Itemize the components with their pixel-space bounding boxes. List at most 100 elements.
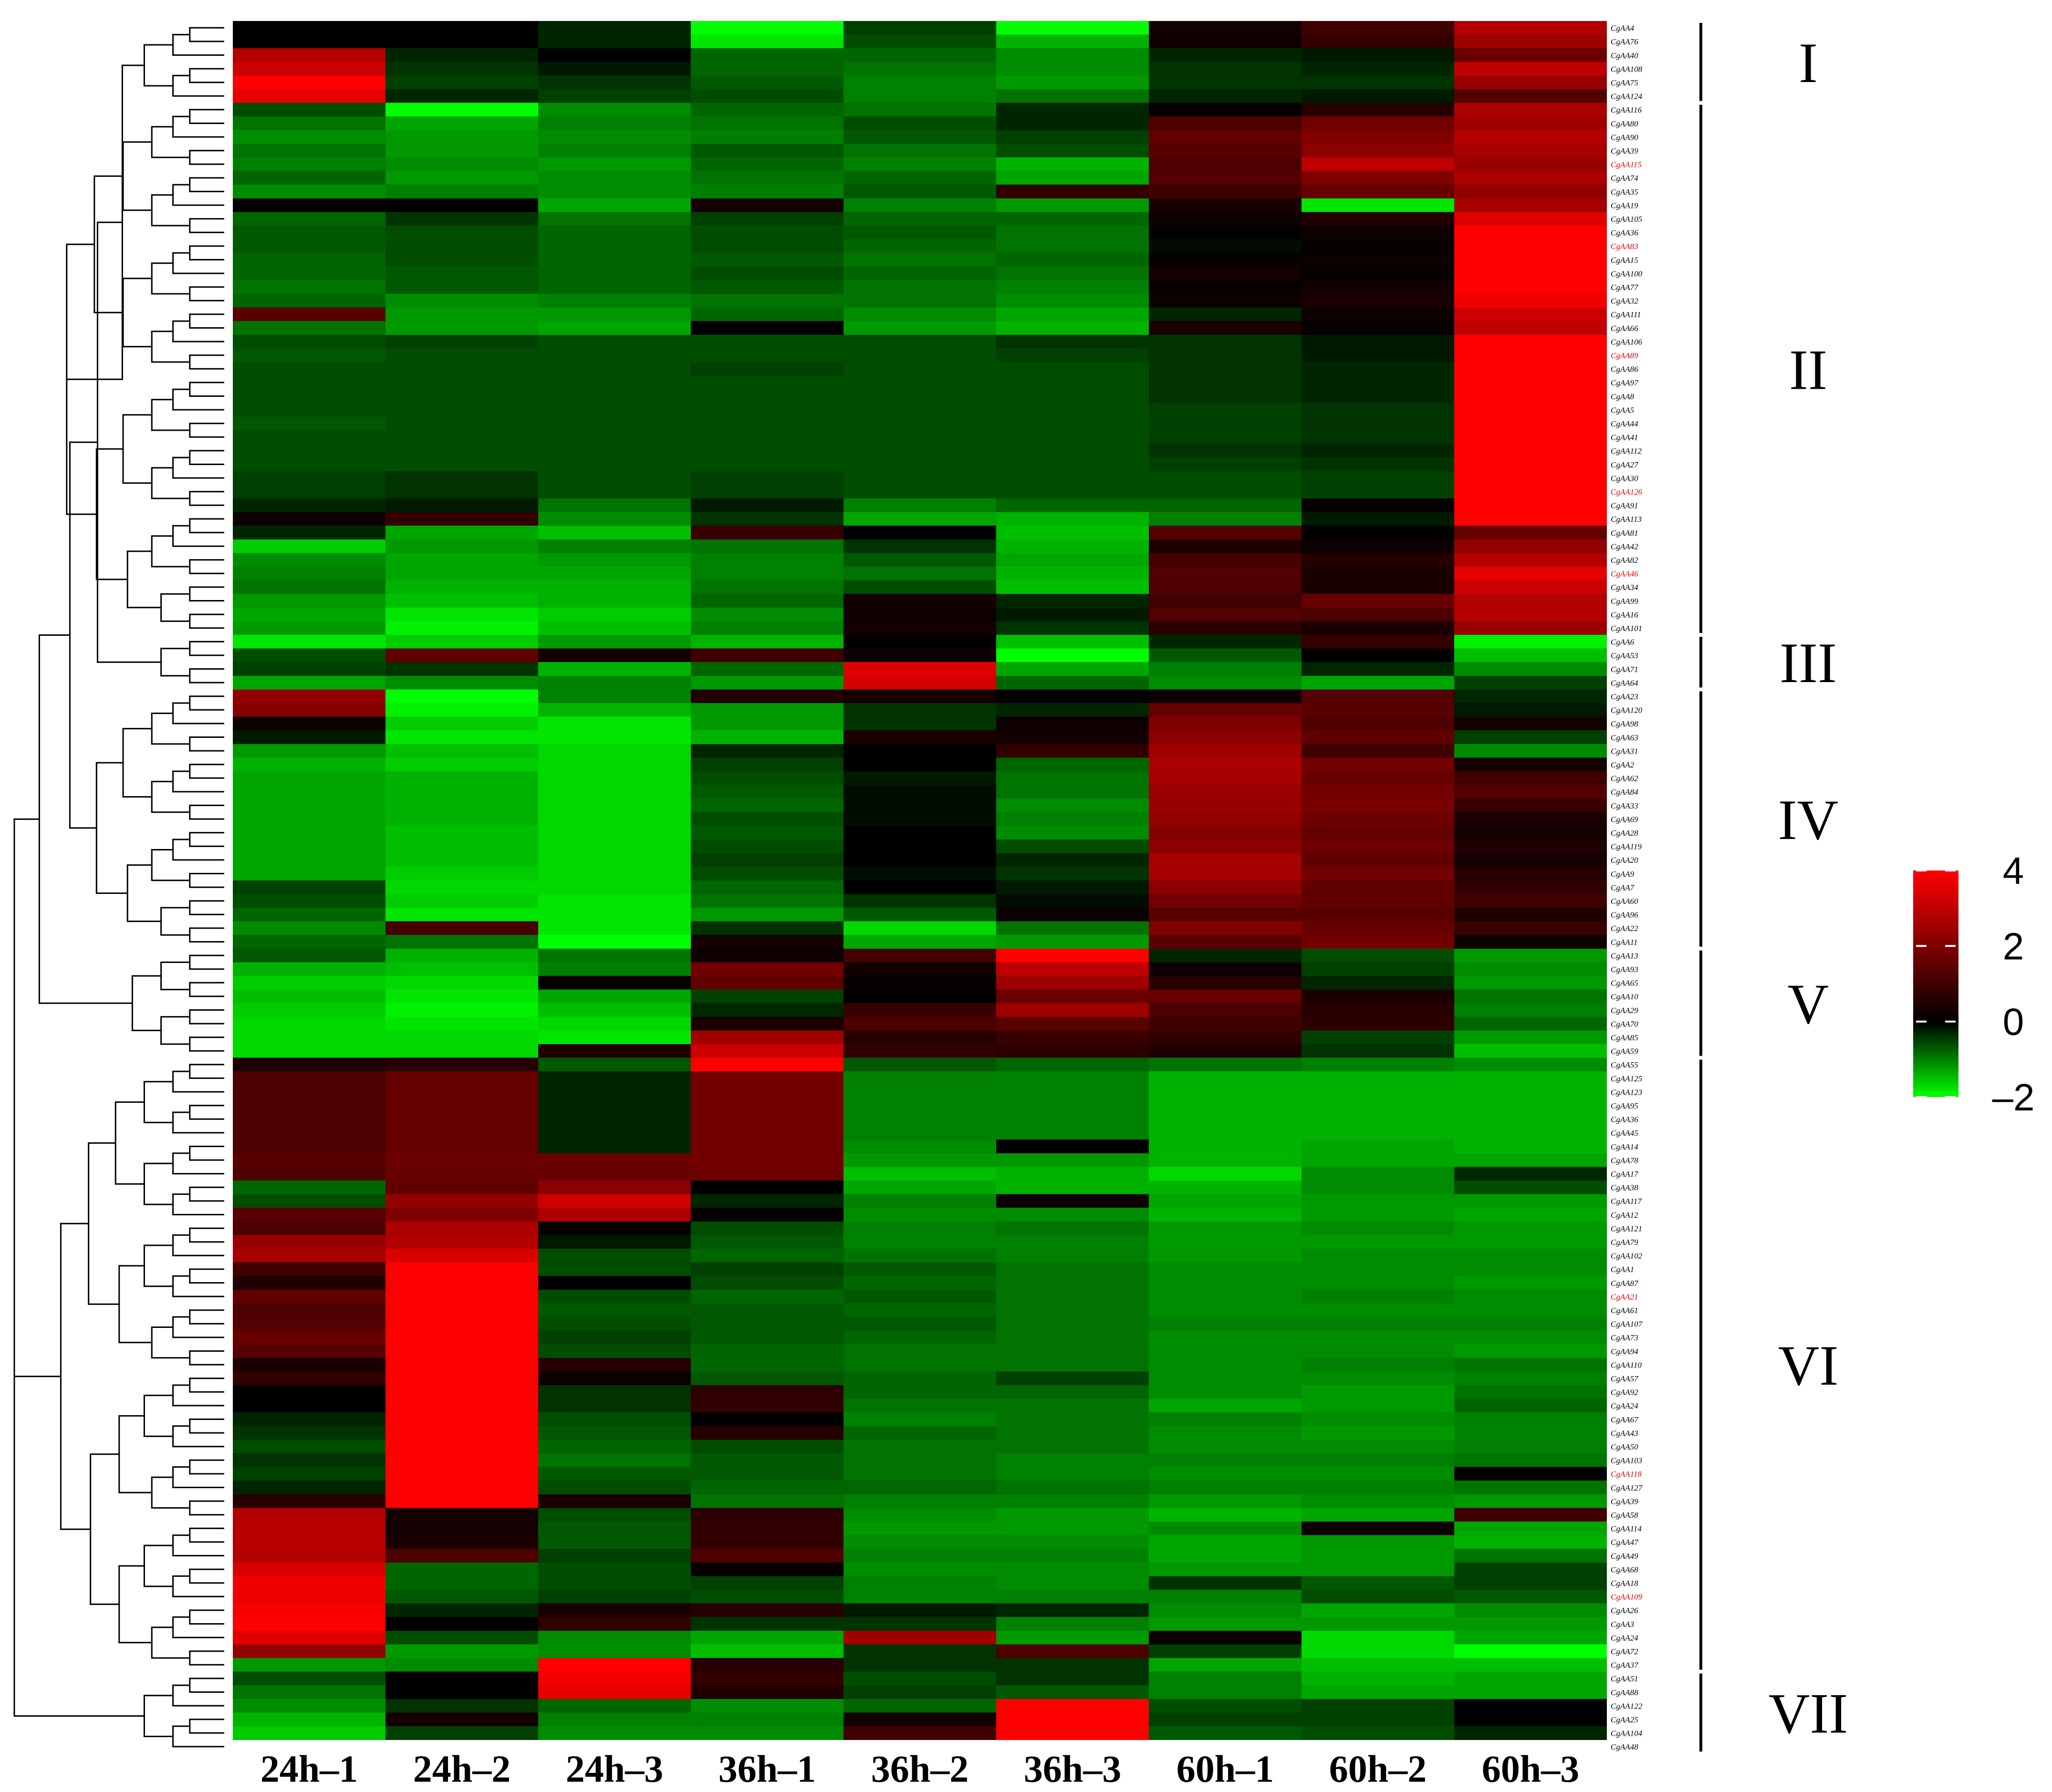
heatmap-cell [1302, 1003, 1454, 1017]
heatmap-cell [385, 648, 538, 663]
heatmap-cell [691, 1494, 844, 1508]
heatmap-cell [385, 1181, 538, 1195]
heatmap-cell [996, 526, 1149, 540]
heatmap-cell [1302, 1317, 1454, 1331]
heatmap-cell [1454, 1467, 1607, 1481]
heatmap-cell [691, 962, 844, 976]
heatmap-cell [538, 1426, 691, 1440]
heatmap-cell [691, 730, 844, 745]
dendrogram-branch [189, 559, 224, 574]
heatmap-cell [1149, 785, 1302, 799]
dendrogram-branch [95, 448, 128, 580]
heatmap-cell [233, 962, 385, 976]
heatmap-cell [233, 1303, 385, 1317]
heatmap-cell [538, 1330, 691, 1345]
gene-label: CgAA23 [1611, 692, 1638, 701]
heatmap-cell [538, 580, 691, 594]
heatmap-cell [385, 416, 538, 431]
dendrogram-branch [172, 1275, 224, 1297]
heatmap-cell [691, 348, 844, 363]
heatmap-cell [233, 1153, 385, 1167]
heatmap-cell [385, 1208, 538, 1222]
heatmap-cell [385, 157, 538, 172]
dendrogram-branch [189, 873, 224, 888]
heatmap-cell [691, 89, 844, 104]
heatmap-cell [538, 1508, 691, 1522]
dendrogram-branch [189, 1009, 224, 1025]
heatmap-cell [1302, 880, 1454, 894]
heatmap-cell [691, 1357, 844, 1372]
heatmap-cell [1454, 1044, 1607, 1058]
heatmap-cell [996, 253, 1149, 267]
heatmap-cell [1149, 607, 1302, 622]
heatmap-cell [1149, 1221, 1302, 1235]
heatmap-cell [1454, 389, 1607, 404]
heatmap-cell [385, 1603, 538, 1617]
heatmap-cell [996, 1289, 1149, 1304]
heatmap-cell [1454, 334, 1607, 349]
heatmap-cell [1302, 116, 1454, 131]
heatmap-cell [996, 498, 1149, 513]
heatmap-cell [1302, 812, 1454, 826]
heatmap-cell [1149, 34, 1302, 49]
heatmap-cell [1454, 362, 1607, 376]
heatmap-cell [1149, 294, 1302, 308]
dendrogram-branch [151, 126, 190, 158]
gene-label: CgAA76 [1611, 37, 1638, 46]
heatmap-cell [1454, 1317, 1607, 1331]
heatmap-cell [233, 103, 385, 117]
heatmap-cell [538, 334, 691, 349]
heatmap-cell [1149, 389, 1302, 404]
heatmap-cell [996, 444, 1149, 458]
heatmap-cell [1302, 1167, 1454, 1181]
dendrogram-branch [151, 1476, 190, 1509]
heatmap-cell [385, 185, 538, 199]
heatmap-cell [691, 553, 844, 567]
heatmap-cell [844, 416, 996, 431]
heatmap-cell [1454, 1562, 1607, 1576]
heatmap-cell [538, 1249, 691, 1263]
heatmap-cell [1454, 976, 1607, 990]
heatmap-cell [1149, 921, 1302, 935]
column-label: 24h–3 [566, 1749, 664, 1791]
heatmap-cell [385, 1726, 538, 1740]
heatmap-cell [233, 321, 385, 335]
heatmap-cell [233, 826, 385, 840]
heatmap-cell [538, 1208, 691, 1222]
heatmap-cell [385, 948, 538, 963]
heatmap-cell [385, 1357, 538, 1372]
heatmap-cell [538, 1139, 691, 1154]
heatmap-cell [1302, 921, 1454, 935]
dendrogram-branch [189, 1500, 224, 1516]
heatmap-cell [1454, 539, 1607, 553]
heatmap-cell [844, 1671, 996, 1686]
gene-label: CgAA42 [1611, 542, 1638, 551]
heatmap-cell [691, 48, 844, 62]
heatmap-cell [1302, 34, 1454, 49]
heatmap-cell [1302, 771, 1454, 786]
heatmap-cell [691, 1630, 844, 1645]
heatmap-cell [1454, 935, 1607, 949]
gene-label: CgAA89 [1611, 351, 1638, 360]
heatmap-cell [233, 785, 385, 799]
gene-label: CgAA33 [1611, 801, 1638, 810]
heatmap-cell [996, 62, 1149, 76]
dendrogram-branch [189, 423, 224, 438]
heatmap-cell [385, 1303, 538, 1317]
heatmap-cell [1149, 1576, 1302, 1590]
heatmap-cell [1149, 1699, 1302, 1713]
heatmap-cell [233, 1576, 385, 1590]
heatmap-cell [844, 1699, 996, 1713]
gene-label: CgAA113 [1611, 515, 1642, 524]
heatmap-cell [385, 607, 538, 622]
column-label: 60h–1 [1177, 1749, 1274, 1791]
heatmap-cell [844, 1467, 996, 1481]
heatmap-cell [385, 21, 538, 35]
heatmap-cell [1149, 307, 1302, 321]
heatmap-cell [996, 157, 1149, 172]
gene-label: CgAA109 [1611, 1593, 1643, 1602]
heatmap-cell [1302, 1412, 1454, 1427]
heatmap-cell [1149, 75, 1302, 90]
heatmap-cell [844, 826, 996, 840]
